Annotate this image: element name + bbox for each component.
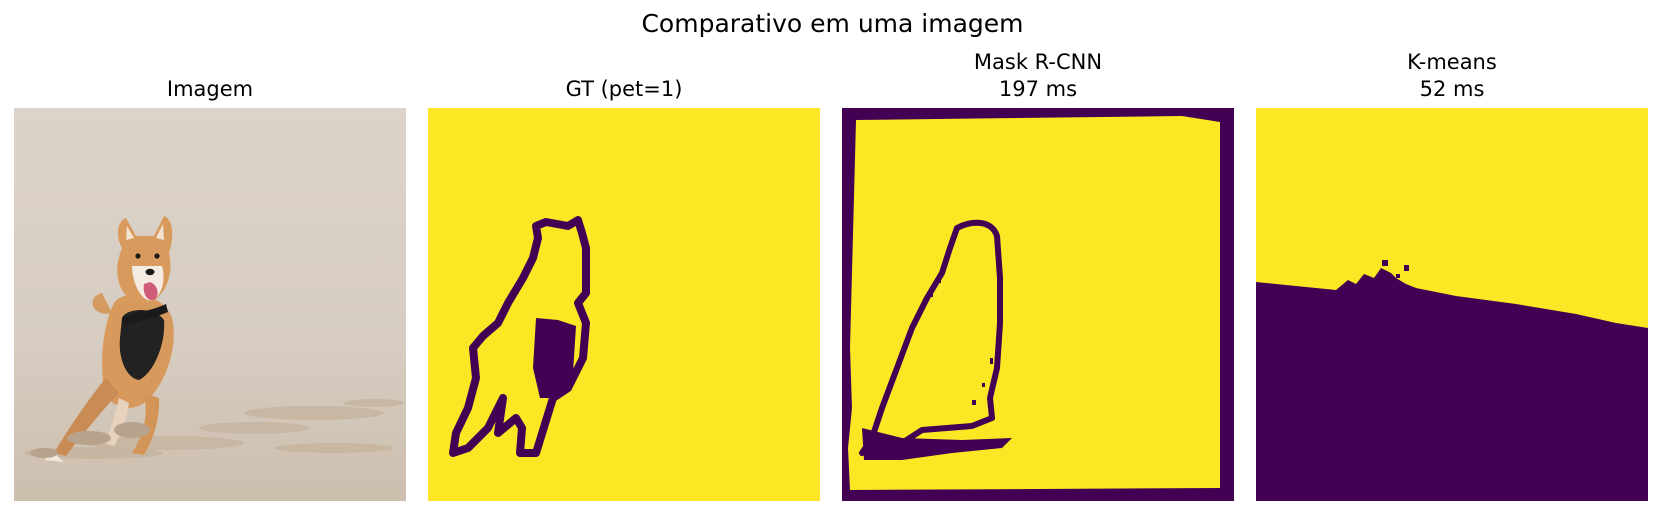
gt-harness-region (533, 318, 576, 398)
panel-title-maskrcnn-line1: Mask R-CNN (973, 50, 1103, 74)
maskrcnn-shadow-blob (862, 428, 1012, 460)
figure-title: Comparativo em uma imagem (641, 9, 1024, 38)
panel-title-image: Imagem (14, 76, 406, 103)
dog-photo (14, 108, 406, 501)
panel-title-kmeans-line1: K-means (1407, 50, 1497, 74)
panel-title-kmeans-line2: 52 ms (1419, 77, 1485, 101)
kmeans-mask-panel (1256, 108, 1648, 501)
panel-title-kmeans: K-means 52 ms (1256, 49, 1648, 103)
panel-title-maskrcnn-line2: 197 ms (998, 77, 1078, 101)
sand-spray (30, 422, 150, 458)
kmeans-foreground (1256, 268, 1648, 501)
dog (44, 216, 174, 462)
gt-dog-outline (449, 216, 590, 457)
gt-mask-panel (428, 108, 820, 501)
maskrcnn-specks (930, 278, 993, 405)
gt-mask-background (428, 108, 820, 501)
panel-title-image-line1: Imagem (166, 77, 254, 101)
kmeans-mask (1256, 108, 1648, 501)
maskrcnn-mask-panel (842, 108, 1234, 501)
panel-title-gt-line1: GT (pet=1) (565, 77, 683, 101)
maskrcnn-dog-contour (859, 219, 1003, 456)
panel-title-gt: GT (pet=1) (428, 76, 820, 103)
maskrcnn-foreground (848, 116, 1220, 490)
gt-mask (428, 108, 820, 501)
maskrcnn-mask (842, 108, 1234, 501)
panel-title-maskrcnn: Mask R-CNN 197 ms (842, 49, 1234, 103)
photo-panel (14, 108, 406, 501)
kmeans-specks (1382, 260, 1409, 278)
